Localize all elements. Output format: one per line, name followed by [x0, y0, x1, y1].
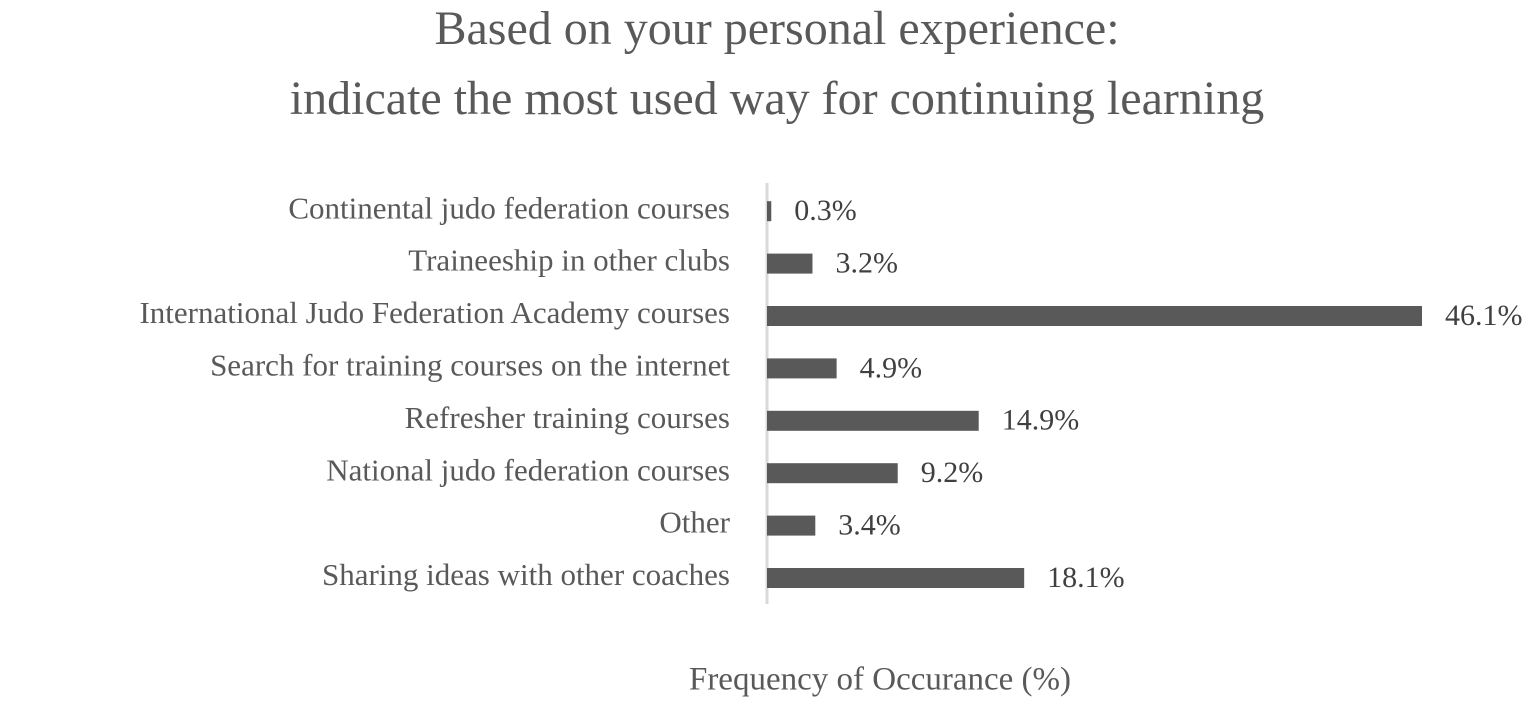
bar [767, 410, 979, 431]
category-label: Refresher training courses [405, 400, 730, 435]
bar [767, 463, 898, 484]
category-label: Continental judo federation courses [288, 190, 730, 225]
value-label: 14.9% [1002, 404, 1080, 437]
bar [767, 306, 1422, 326]
value-label: 3.2% [835, 246, 898, 279]
category-label: Other [659, 505, 730, 540]
value-label: 3.4% [838, 508, 901, 541]
value-label: 46.1% [1445, 299, 1523, 332]
value-label: 0.3% [794, 194, 857, 227]
chart-title: Based on your personal experience: [434, 2, 1119, 55]
category-label: National judo federation courses [326, 452, 730, 487]
bar [767, 358, 837, 379]
bar [767, 201, 772, 222]
bar [767, 515, 816, 536]
value-label: 4.9% [860, 351, 923, 384]
bar [767, 568, 1025, 588]
x-axis-title: Frequency of Occurance (%) [689, 662, 1071, 698]
category-label: International Judo Federation Academy co… [139, 295, 730, 330]
value-label: 9.2% [921, 456, 984, 489]
value-label: 18.1% [1047, 561, 1125, 594]
category-label: Sharing ideas with other coaches [322, 557, 730, 592]
category-label: Search for training courses on the inter… [210, 348, 730, 383]
chart-title: indicate the most used way for continuin… [290, 72, 1264, 125]
category-label: Traineeship in other clubs [408, 243, 730, 278]
bar [767, 253, 813, 274]
